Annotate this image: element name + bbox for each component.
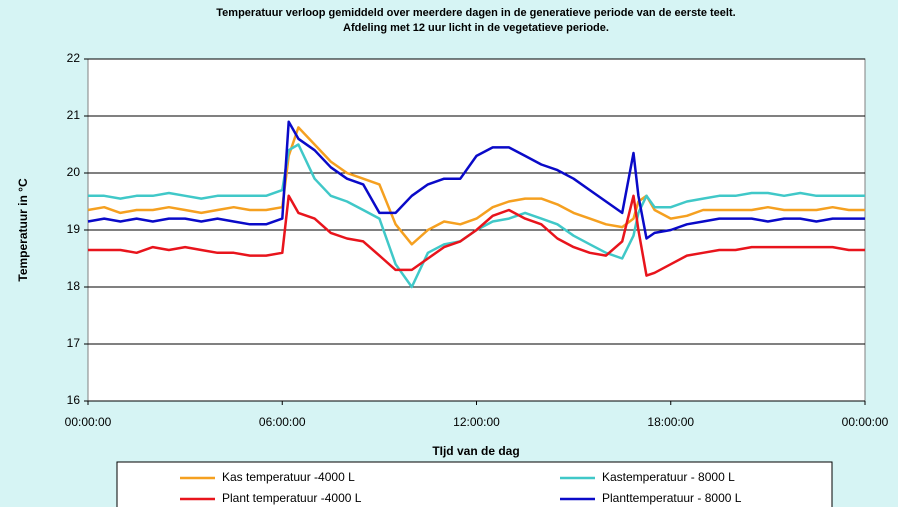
chart-title: Temperatuur verloop gemiddeld over meerd… — [216, 7, 735, 19]
x-tick-label: 18:00:00 — [647, 415, 694, 429]
x-tick-label: 12:00:00 — [453, 415, 500, 429]
x-tick-label: 00:00:00 — [65, 415, 112, 429]
x-tick-label: 06:00:00 — [259, 415, 306, 429]
series-line — [87, 120, 865, 240]
legend — [116, 461, 833, 507]
y-tick-label: 18 — [67, 279, 81, 293]
y-tick-label: 21 — [67, 108, 81, 122]
series-line — [88, 143, 865, 289]
y-tick-label: 17 — [67, 336, 81, 350]
legend-label: Kastemperatuur - 8000 L — [602, 470, 735, 484]
y-tick-label: 22 — [67, 51, 81, 65]
legend-label: Kas temperatuur -4000 L — [222, 470, 355, 484]
x-tick-label: 00:00:00 — [842, 415, 889, 429]
series-line — [88, 194, 865, 277]
x-axis-title: TIjd van de dag — [432, 444, 519, 458]
y-axis-title: Temperatuur in °C — [16, 178, 30, 282]
legend-label: Planttemperatuur - 8000 L — [602, 491, 742, 505]
chart-title: Afdeling met 12 uur licht in de vegetati… — [343, 22, 609, 34]
series-line — [87, 126, 865, 246]
y-tick-label: 16 — [67, 393, 81, 407]
y-tick-label: 19 — [67, 222, 81, 236]
legend-label: Plant temperatuur -4000 L — [222, 491, 362, 505]
y-tick-label: 20 — [67, 165, 81, 179]
